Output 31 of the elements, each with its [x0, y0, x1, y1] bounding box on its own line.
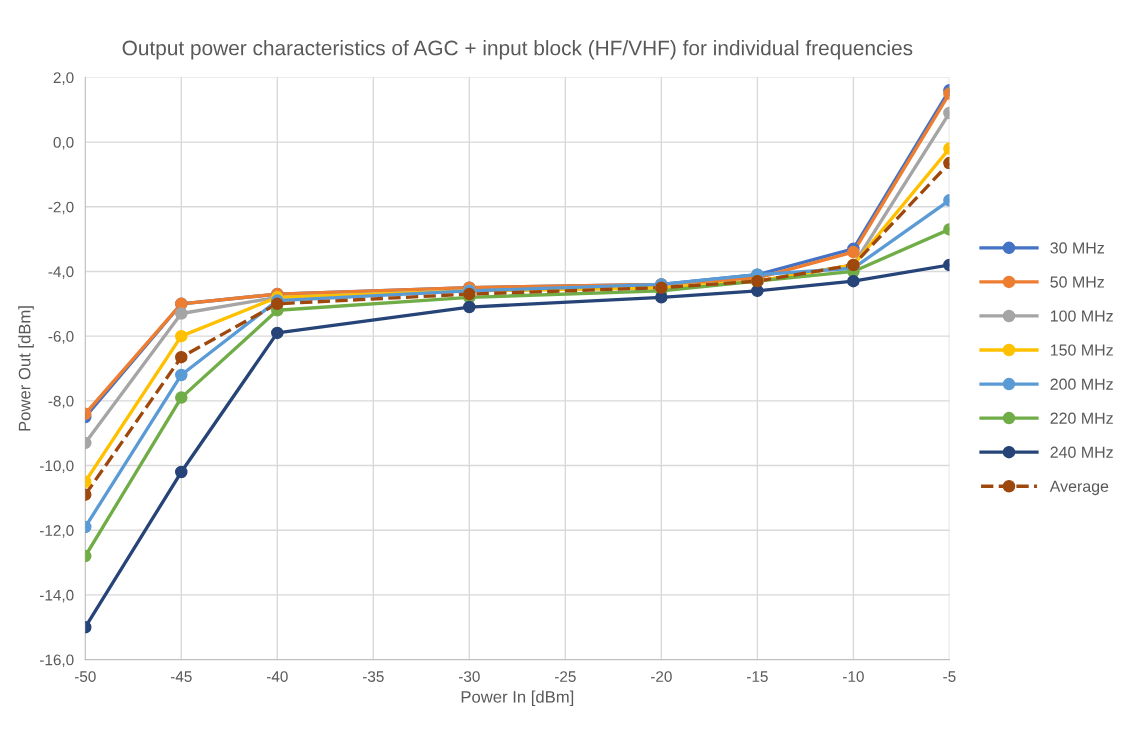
legend-label: Average [1049, 480, 1109, 496]
legend-label: 30 MHz [1050, 242, 1104, 254]
y-tick-label: -14,0 [40, 589, 74, 603]
x-tick-label: -30 [458, 671, 480, 682]
legend-label: 200 MHz [1050, 378, 1113, 390]
legend-label: 220 MHz [1050, 412, 1113, 424]
y-tick-label: -12,0 [40, 525, 74, 538]
x-axis-title: Power In [dBm] [461, 690, 574, 707]
x-tick-label: -40 [266, 671, 288, 682]
legend-label: 240 MHz [1050, 446, 1113, 458]
y-tick-label: -2,0 [48, 201, 74, 215]
y-tick-label: -16,0 [40, 654, 74, 668]
x-tick-label: -35 [362, 671, 384, 682]
y-axis-title: Power Out [dBm] [18, 306, 34, 431]
x-tick-label: -50 [74, 671, 96, 682]
x-tick-label: -45 [170, 671, 192, 682]
y-tick-label: 0,0 [53, 136, 74, 150]
chart-title: Output power characteristics of AGC + input block (HF/VHF) for individual frequencies [122, 40, 913, 60]
legend-label: 150 MHz [1050, 344, 1113, 356]
x-tick-label: -15 [747, 671, 768, 682]
y-tick-label: -6,0 [48, 331, 74, 344]
y-tick-label: -4,0 [48, 266, 74, 279]
legend-label: 100 MHz [1050, 310, 1113, 322]
x-tick-label: -5 [943, 671, 956, 682]
x-tick-label: -10 [843, 671, 864, 682]
x-tick-label: -25 [554, 671, 576, 682]
y-tick-label: -10,0 [40, 460, 74, 474]
y-tick-label: 2,0 [53, 72, 74, 85]
y-tick-label: -8,0 [48, 395, 74, 409]
x-tick-label: -20 [650, 671, 672, 682]
legend-label: 50 MHz [1050, 276, 1104, 288]
